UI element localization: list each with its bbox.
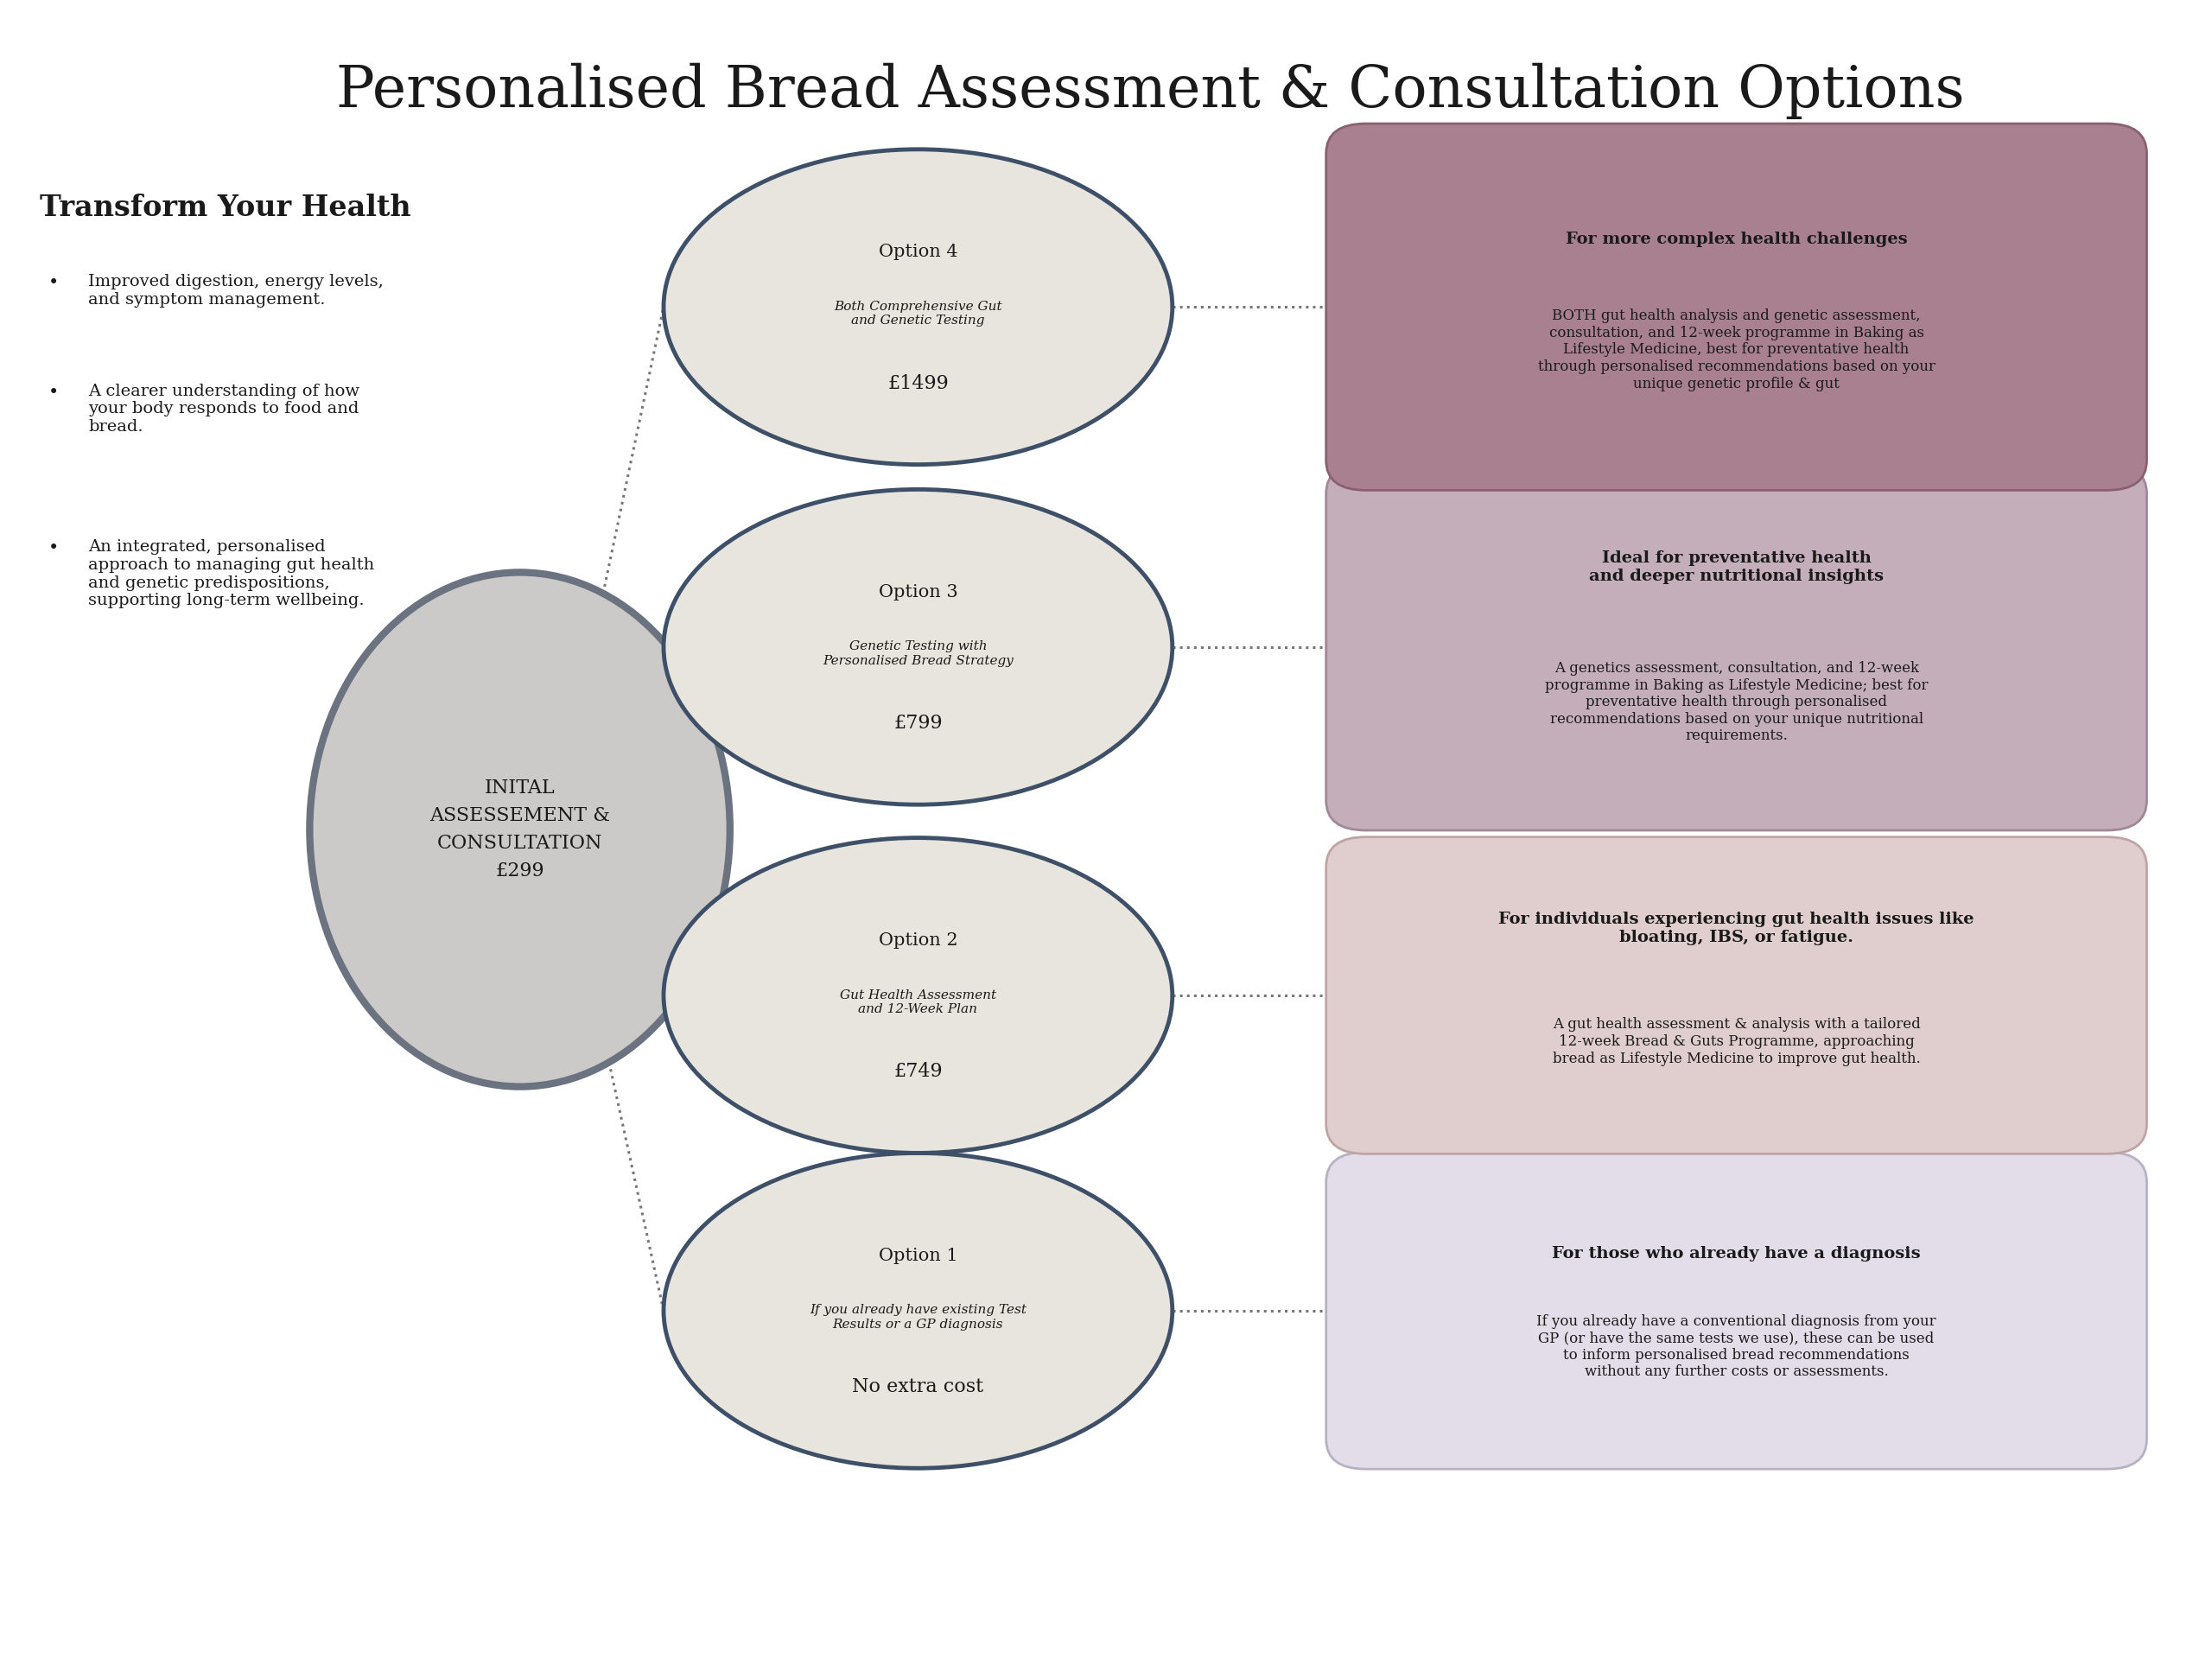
Ellipse shape	[664, 838, 1172, 1153]
Text: Option 1: Option 1	[878, 1248, 958, 1264]
FancyBboxPatch shape	[1327, 465, 2146, 831]
Text: BOTH gut health analysis and genetic assessment,
consultation, and 12-week progr: BOTH gut health analysis and genetic ass…	[1537, 309, 1936, 392]
Text: Both Comprehensive Gut
and Genetic Testing: Both Comprehensive Gut and Genetic Testi…	[834, 300, 1002, 327]
Text: A clearer understanding of how
your body responds to food and
bread.: A clearer understanding of how your body…	[88, 383, 361, 435]
Text: For those who already have a diagnosis: For those who already have a diagnosis	[1553, 1246, 1920, 1262]
Text: £749: £749	[894, 1062, 942, 1082]
Text: INITAL
ASSESSEMENT &
CONSULTATION
£299: INITAL ASSESSEMENT & CONSULTATION £299	[429, 778, 611, 881]
Ellipse shape	[310, 572, 730, 1087]
Text: Transform Your Health: Transform Your Health	[40, 192, 411, 222]
Text: No extra cost: No extra cost	[852, 1377, 984, 1397]
Text: Option 3: Option 3	[878, 584, 958, 601]
Text: Genetic Testing with
Personalised Bread Strategy: Genetic Testing with Personalised Bread …	[823, 640, 1013, 667]
FancyBboxPatch shape	[1327, 836, 2146, 1155]
Text: •: •	[49, 274, 60, 290]
Text: A genetics assessment, consultation, and 12-week
programme in Baking as Lifestyl: A genetics assessment, consultation, and…	[1544, 660, 1929, 743]
Text: Gut Health Assessment
and 12-Week Plan: Gut Health Assessment and 12-Week Plan	[841, 989, 995, 1015]
Text: If you already have a conventional diagnosis from your
GP (or have the same test: If you already have a conventional diagn…	[1537, 1314, 1936, 1379]
Ellipse shape	[664, 489, 1172, 805]
FancyBboxPatch shape	[1327, 124, 2146, 491]
Text: If you already have existing Test
Results or a GP diagnosis: If you already have existing Test Result…	[810, 1304, 1026, 1331]
Ellipse shape	[664, 1153, 1172, 1468]
Text: Option 4: Option 4	[878, 244, 958, 260]
Text: Option 2: Option 2	[878, 932, 958, 949]
Text: •: •	[49, 539, 60, 556]
Text: An integrated, personalised
approach to managing gut health
and genetic predispo: An integrated, personalised approach to …	[88, 539, 374, 609]
Text: •: •	[49, 383, 60, 400]
Text: £1499: £1499	[887, 373, 949, 393]
Ellipse shape	[664, 149, 1172, 465]
Text: Ideal for preventative health
and deeper nutritional insights: Ideal for preventative health and deeper…	[1588, 551, 1885, 584]
Text: A gut health assessment & analysis with a tailored
12-week Bread & Guts Programm: A gut health assessment & analysis with …	[1553, 1017, 1920, 1067]
FancyBboxPatch shape	[1327, 1151, 2146, 1470]
Text: £799: £799	[894, 713, 942, 733]
Text: Personalised Bread Assessment & Consultation Options: Personalised Bread Assessment & Consulta…	[336, 63, 1964, 119]
Text: For more complex health challenges: For more complex health challenges	[1566, 232, 1907, 247]
Text: Improved digestion, energy levels,
and symptom management.: Improved digestion, energy levels, and s…	[88, 274, 383, 307]
Text: For individuals experiencing gut health issues like
bloating, IBS, or fatigue.: For individuals experiencing gut health …	[1498, 912, 1975, 946]
